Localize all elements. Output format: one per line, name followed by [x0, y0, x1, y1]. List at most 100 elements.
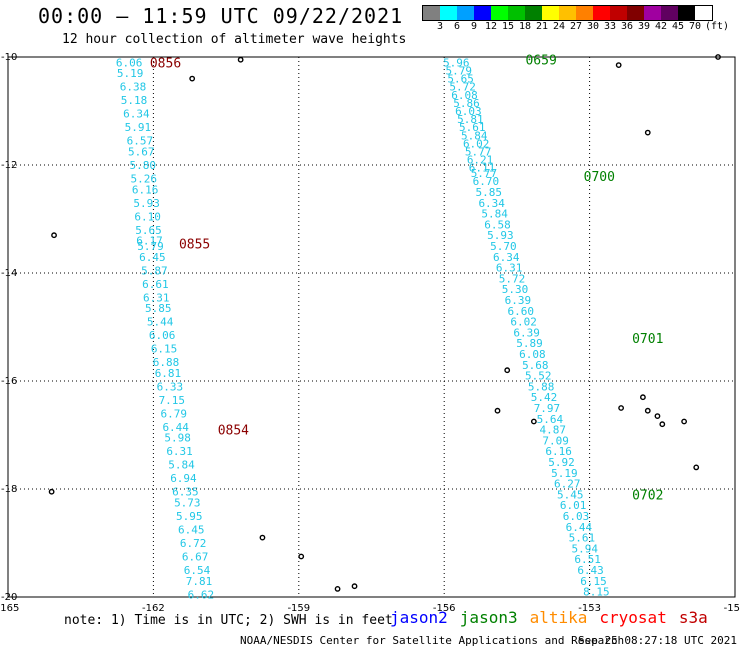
wave-height-value: 6.06	[116, 56, 143, 69]
satellite-legend-item: altika	[529, 608, 588, 627]
wave-height-value: 6.79	[161, 407, 188, 420]
wave-height-value: 5.65	[447, 73, 474, 86]
map-frame	[7, 56, 736, 598]
color-scale-label: 24	[552, 21, 566, 32]
wave-height-value: 5.42	[531, 391, 558, 404]
island-outline	[351, 583, 358, 590]
wave-height-value: 6.31	[143, 291, 170, 304]
wave-height-value: 6.10	[134, 210, 161, 223]
wave-height-value: 6.15	[151, 343, 178, 356]
wave-height-value: 6.15	[580, 575, 607, 588]
wave-height-value: 6.02	[510, 316, 537, 329]
wave-height-value: 6.81	[155, 367, 182, 380]
color-scale-label: 3	[436, 21, 444, 32]
wave-height-value: 5.86	[453, 97, 480, 110]
wave-height-value: 6.44	[162, 421, 189, 434]
wave-height-value: 5.45	[557, 488, 584, 501]
wave-height-value: 5.72	[449, 81, 476, 94]
wave-height-value: 6.72	[180, 537, 207, 550]
footer-note: note: 1) Time is in UTC; 2) SWH is in fe…	[64, 613, 393, 628]
island-outline	[715, 54, 721, 60]
x-tick-label: -159	[287, 603, 310, 614]
color-swatch	[576, 6, 593, 20]
wave-height-value: 4.87	[540, 424, 567, 437]
wave-height-value: 5.26	[130, 173, 157, 186]
island-outline	[298, 553, 305, 560]
color-scale-label: 9	[470, 21, 478, 32]
island-outline	[681, 418, 688, 425]
y-tick-label: -18	[1, 484, 17, 495]
island-outline	[693, 464, 700, 471]
wave-height-value: 6.62	[188, 588, 215, 601]
page-title: 00:00 – 11:59 UTC 09/22/2021	[38, 4, 404, 28]
wave-height-value: 5.70	[490, 240, 517, 253]
wave-height-value: 6.51	[574, 553, 601, 566]
island-outline	[644, 129, 651, 136]
color-scale-label: 18	[518, 21, 532, 32]
generated-timestamp: Sep 25 08:27:18 UTC 2021	[578, 634, 737, 647]
island-outline	[640, 394, 646, 401]
island-outline	[504, 367, 511, 374]
island-outline	[494, 407, 501, 414]
pass-time-label: 0856	[150, 56, 181, 71]
island-outline	[530, 418, 537, 425]
wave-height-value: 5.79	[445, 65, 472, 78]
wave-height-value: 6.08	[451, 89, 478, 102]
wave-height-value: 5.64	[537, 413, 564, 426]
wave-height-value: 5.67	[128, 146, 155, 159]
color-scale-label: 21	[535, 21, 549, 32]
wave-height-value: 6.34	[123, 108, 150, 121]
wave-height-value: 5.85	[145, 302, 172, 315]
wave-height-value: 6.34	[493, 251, 520, 264]
color-scale-label: 45	[671, 21, 685, 32]
pass-time-label: 0701	[632, 332, 663, 347]
wave-height-value: 5.94	[572, 542, 599, 555]
wave-height-value: 5.65	[135, 224, 162, 237]
wave-height-value: 6.45	[178, 524, 205, 537]
satellite-legend-item: cryosat	[599, 608, 667, 627]
page-subtitle: 12 hour collection of altimeter wave hei…	[62, 32, 407, 47]
wave-height-value: 5.79	[137, 240, 164, 253]
wave-height-value: 6.31	[496, 262, 523, 275]
color-swatch	[508, 6, 525, 20]
wave-height-value: 6.03	[563, 510, 590, 523]
wave-height-value: 5.93	[487, 229, 514, 242]
wave-height-value: 5.44	[147, 316, 174, 329]
wave-height-value: 8.15	[583, 586, 610, 599]
island-outline	[48, 488, 55, 495]
wave-height-value: 5.80	[129, 159, 156, 172]
wave-height-value: 6.70	[473, 175, 500, 188]
pass-time-label: 0854	[218, 424, 249, 439]
wave-height-value: 5.93	[133, 197, 160, 210]
wave-height-value: 6.34	[478, 197, 505, 210]
wave-height-value: 6.60	[508, 305, 535, 318]
wave-height-value: 6.45	[139, 251, 166, 264]
wave-height-value: 5.96	[443, 56, 470, 69]
island-outline	[51, 232, 57, 239]
island-outline	[237, 56, 244, 63]
x-tick-label: -156	[433, 603, 456, 614]
wave-height-value: 5.52	[525, 370, 552, 383]
wave-height-value: 6.35	[172, 486, 199, 499]
color-swatch	[695, 6, 712, 20]
satellite-legend-item: jason3	[459, 608, 518, 627]
wave-height-value: 6.27	[554, 478, 581, 491]
wave-height-value: 5.77	[471, 167, 498, 180]
color-swatch	[644, 6, 661, 20]
wave-height-value: 7.81	[186, 575, 213, 588]
wave-height-value: 5.61	[459, 121, 486, 134]
color-scale-label: 39	[637, 21, 651, 32]
wave-height-value: 5.30	[502, 283, 529, 296]
wave-height-value: 5.73	[174, 497, 201, 510]
color-scale-label: 15	[501, 21, 515, 32]
wave-height-value: 6.03	[455, 105, 482, 118]
island-outline	[189, 75, 196, 82]
x-tick-label: -162	[142, 603, 165, 614]
wave-height-value: 7.15	[159, 394, 186, 407]
wave-height-value: 6.94	[170, 472, 197, 485]
wave-height-value: 7.97	[534, 402, 561, 415]
island-outline	[654, 413, 661, 419]
wave-height-value: 5.85	[476, 186, 503, 199]
wave-height-value: 5.87	[141, 264, 168, 277]
